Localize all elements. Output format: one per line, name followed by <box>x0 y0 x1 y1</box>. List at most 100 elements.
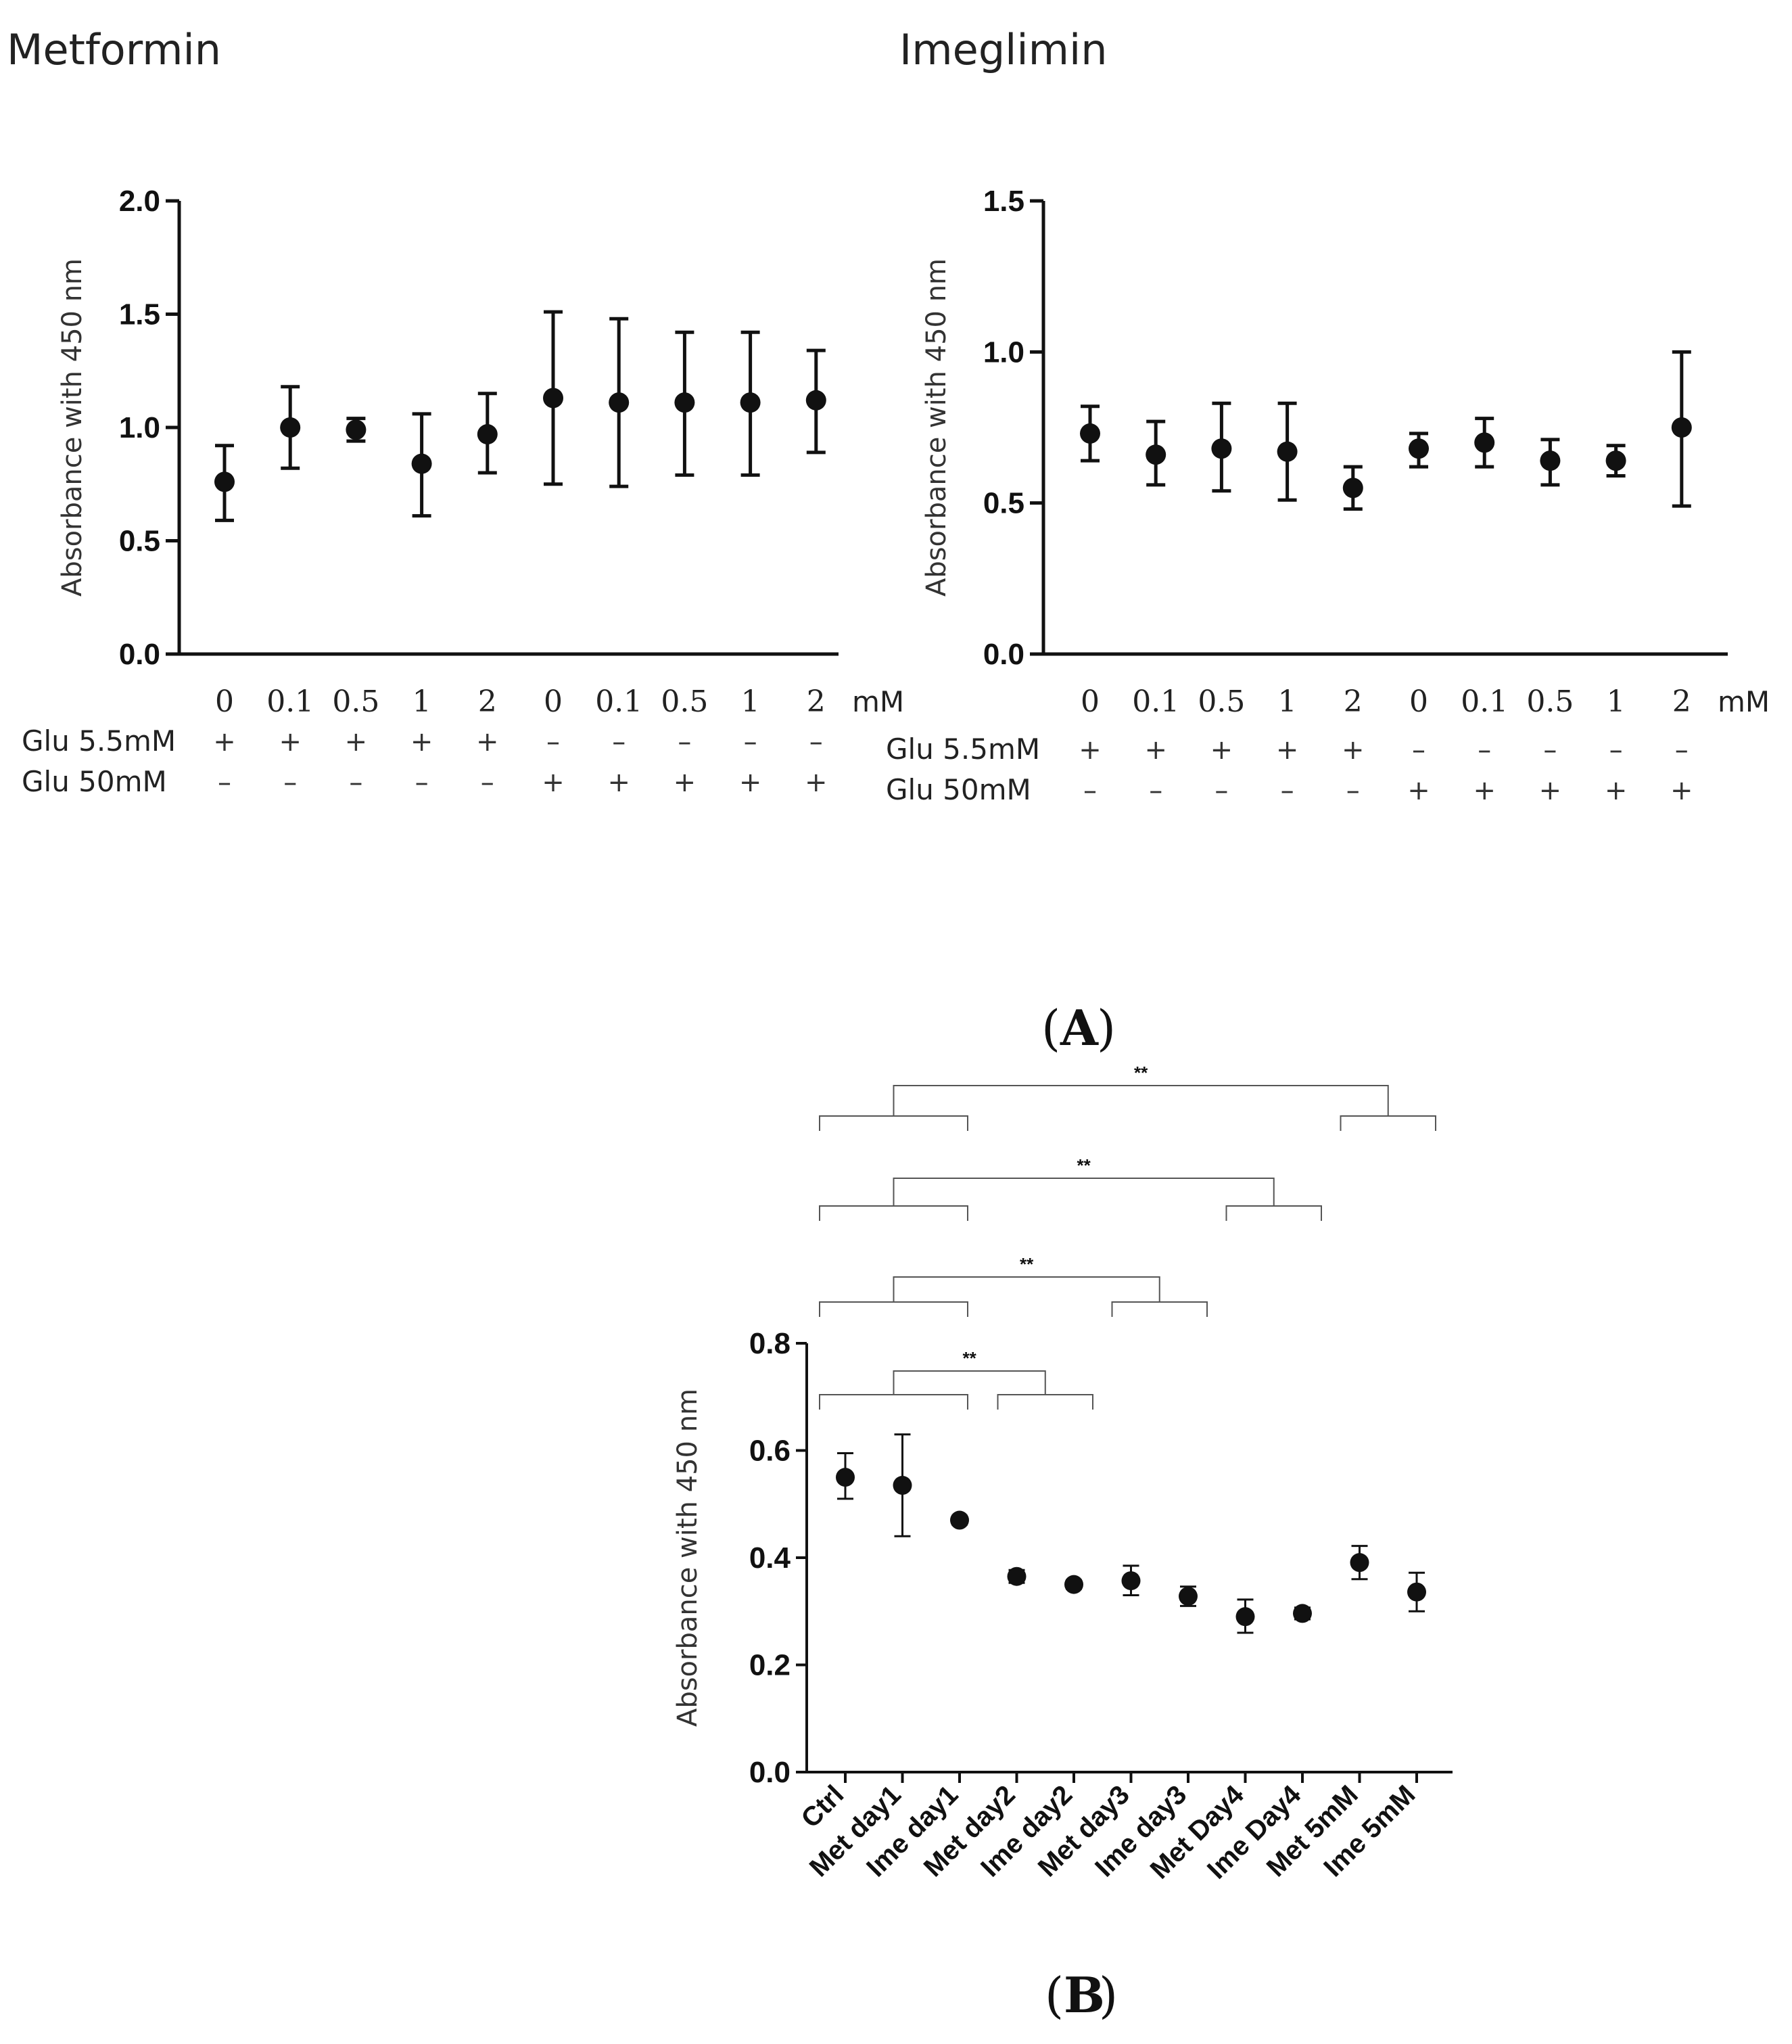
panel-b-label: ( B ) <box>1045 1966 1118 2024</box>
imeglimin-data-point <box>1277 441 1298 462</box>
imeglimin-row-label: Glu 50mM <box>886 773 1031 806</box>
metformin-row-label: Glu 5.5mM <box>22 724 176 758</box>
imeglimin-data-point <box>1474 432 1495 453</box>
metformin-row-sign: – <box>349 767 362 798</box>
metformin-row-sign: + <box>805 767 828 798</box>
imeglimin-row-sign: – <box>1215 775 1228 806</box>
metformin-data-point <box>674 392 695 413</box>
significance-bracket-group-a <box>819 1115 968 1131</box>
imeglimin-data-point <box>1211 438 1232 459</box>
imeglimin-row-sign: + <box>1605 775 1628 806</box>
imeglimin-row-sign: – <box>1346 775 1360 806</box>
imeglimin-ytick-label: 0.0 <box>983 638 1024 671</box>
metformin-y-axis-label: Absorbance with 450 nm <box>57 258 88 597</box>
significance-bridge <box>893 1276 1160 1302</box>
significance-bracket-group-b <box>1111 1301 1208 1317</box>
metformin-ytick-label: 0.5 <box>119 525 160 558</box>
imeglimin-row-sign: – <box>1478 735 1491 766</box>
metformin-row-sign: + <box>607 767 630 798</box>
imeglimin-xtick-label: 0 <box>1081 684 1100 719</box>
imeglimin-row-sign: – <box>1281 775 1294 806</box>
timecourse-ytick-label: 0.8 <box>749 1327 791 1360</box>
significance-bridge <box>893 1370 1046 1395</box>
metformin-row-sign: + <box>674 767 697 798</box>
metformin-chart: 0.0 0.5 1.0 1.5 2.0 Absorbance with 450 nm 0 0.… <box>22 185 904 798</box>
metformin-xtick-label: 0 <box>215 684 234 719</box>
imeglimin-unit-label: mM <box>1718 685 1770 718</box>
imeglimin-row-sign: + <box>1407 775 1430 806</box>
metformin-title: Metformin <box>7 25 221 74</box>
metformin-row-sign: – <box>612 726 626 758</box>
significance-bridge <box>893 1085 1389 1116</box>
metformin-ytick-label: 0.0 <box>119 638 160 671</box>
metformin-data-point <box>543 388 563 409</box>
significance-bracket-group-a <box>819 1301 968 1317</box>
imeglimin-row-sign: + <box>1670 775 1693 806</box>
metformin-data-point <box>280 417 301 438</box>
imeglimin-data-point <box>1409 438 1429 459</box>
panel-a-label: ( A ) <box>1041 999 1116 1056</box>
metformin-row-sign: + <box>213 726 236 758</box>
timecourse-ytick-label: 0.4 <box>749 1541 791 1575</box>
metformin-row-sign: – <box>481 767 494 798</box>
timecourse-data-point <box>1121 1571 1141 1591</box>
metformin-xtick-label: 0.1 <box>595 684 642 719</box>
timecourse-ytick-label: 0.0 <box>749 1756 791 1789</box>
timecourse-data-point <box>1007 1566 1027 1586</box>
metformin-xtick-label: 0.5 <box>332 684 379 719</box>
metformin-row-sign: + <box>476 726 499 758</box>
metformin-data-point <box>477 424 498 445</box>
significance-label: ** <box>963 1348 977 1368</box>
timecourse-data-point <box>1064 1575 1083 1594</box>
significance-label: ** <box>1077 1155 1091 1176</box>
timecourse-data-point <box>893 1476 912 1495</box>
timecourse-data-point <box>1179 1587 1198 1606</box>
metformin-row-sign: + <box>542 767 565 798</box>
metformin-ytick-label: 2.0 <box>119 185 160 218</box>
imeglimin-xtick-label: 1 <box>1278 684 1297 719</box>
metformin-xtick-label: 0 <box>544 684 563 719</box>
imeglimin-row-sign: + <box>1079 735 1102 766</box>
metformin-xtick-label: 1 <box>741 684 760 719</box>
metformin-row-sign: + <box>345 726 368 758</box>
metformin-row-sign: + <box>410 726 433 758</box>
timecourse-data-point <box>950 1510 969 1530</box>
imeglimin-data-point <box>1146 444 1166 465</box>
imeglimin-ytick-label: 1.5 <box>983 185 1024 218</box>
imeglimin-data-point <box>1605 450 1626 471</box>
metformin-data-point <box>214 471 235 492</box>
imeglimin-row-sign: – <box>1412 735 1425 766</box>
metformin-row-sign: – <box>415 767 429 798</box>
imeglimin-row-label: Glu 5.5mM <box>886 733 1040 766</box>
imeglimin-chart: 0.0 0.5 1.0 1.5 Absorbance with 450 nm 0 0.1 0.… <box>886 185 1770 806</box>
imeglimin-xtick-label: 0 <box>1409 684 1428 719</box>
imeglimin-data-point <box>1080 423 1100 444</box>
metformin-row-sign: – <box>809 726 823 758</box>
metformin-row-sign: + <box>739 767 762 798</box>
metformin-row-sign: – <box>218 767 231 798</box>
metformin-xtick-label: 2 <box>807 684 826 719</box>
significance-label: ** <box>1134 1063 1148 1083</box>
metformin-row-sign: – <box>283 767 297 798</box>
imeglimin-row-sign: + <box>1473 775 1496 806</box>
metformin-row-sign: + <box>279 726 302 758</box>
imeglimin-row-sign: + <box>1144 735 1167 766</box>
metformin-xtick-label: 0.1 <box>266 684 314 719</box>
timecourse-ytick-label: 0.2 <box>749 1649 791 1682</box>
imeglimin-row-sign: – <box>1609 735 1623 766</box>
metformin-data-point <box>805 390 826 411</box>
metformin-data-point <box>346 419 367 440</box>
imeglimin-xtick-label: 2 <box>1344 684 1363 719</box>
metformin-row-label: Glu 50mM <box>22 765 167 798</box>
significance-bracket-group-a <box>819 1394 968 1410</box>
metformin-xtick-label: 0.5 <box>661 684 708 719</box>
imeglimin-row-sign: – <box>1083 775 1097 806</box>
svg-text:): ) <box>1099 1967 1118 2024</box>
svg-text:(: ( <box>1045 1967 1064 2024</box>
imeglimin-data-point <box>1540 450 1561 471</box>
imeglimin-ytick-label: 1.0 <box>983 335 1024 369</box>
imeglimin-xtick-label: 0.1 <box>1461 684 1508 719</box>
imeglimin-data-point <box>1342 478 1363 498</box>
